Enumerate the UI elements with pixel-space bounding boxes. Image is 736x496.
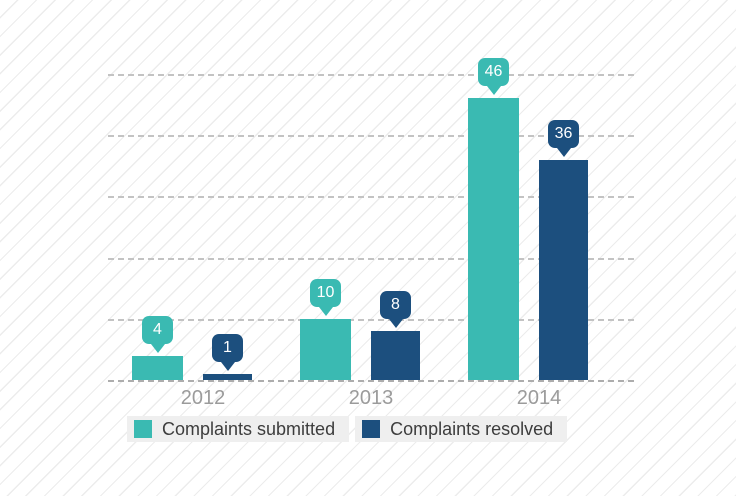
chart-legend: Complaints submitted Complaints resolved bbox=[127, 416, 568, 442]
bar-2012-resolved[interactable] bbox=[203, 374, 252, 380]
data-label-callout-2012-resolved: 1 bbox=[212, 334, 243, 371]
gridline bbox=[108, 319, 635, 321]
callout-pointer-icon bbox=[556, 148, 571, 157]
legend-item-complaints-resolved[interactable]: Complaints resolved bbox=[355, 416, 568, 442]
legend-swatch-submitted-icon bbox=[134, 420, 152, 438]
x-axis-label-2012: 2012 bbox=[180, 387, 226, 409]
data-label-callout-2012-submitted: 4 bbox=[142, 316, 173, 353]
callout-pointer-icon bbox=[486, 86, 501, 95]
callout-pointer-icon bbox=[388, 319, 403, 328]
data-label-callout-2013-submitted: 10 bbox=[310, 279, 341, 316]
bar-2013-submitted[interactable] bbox=[300, 319, 351, 380]
data-label-value: 10 bbox=[310, 279, 341, 307]
data-label-value: 46 bbox=[478, 58, 509, 86]
callout-pointer-icon bbox=[220, 362, 235, 371]
bar-2014-resolved[interactable] bbox=[539, 160, 588, 380]
data-label-callout-2014-resolved: 36 bbox=[548, 120, 579, 157]
x-axis-label-2014: 2014 bbox=[516, 387, 562, 409]
data-label-value: 36 bbox=[548, 120, 579, 148]
legend-label-resolved: Complaints resolved bbox=[390, 418, 554, 439]
x-axis-label-2013: 2013 bbox=[348, 387, 394, 409]
gridline bbox=[108, 135, 635, 137]
gridline bbox=[108, 196, 635, 198]
gridline bbox=[108, 74, 635, 76]
gridline bbox=[108, 258, 635, 260]
callout-pointer-icon bbox=[318, 307, 333, 316]
data-label-value: 1 bbox=[212, 334, 243, 362]
legend-item-complaints-submitted[interactable]: Complaints submitted bbox=[127, 416, 350, 442]
legend-swatch-resolved-icon bbox=[362, 420, 381, 438]
data-label-value: 4 bbox=[142, 316, 173, 344]
data-label-callout-2014-submitted: 46 bbox=[478, 58, 509, 95]
callout-pointer-icon bbox=[150, 344, 165, 353]
bar-2014-submitted[interactable] bbox=[468, 98, 519, 380]
data-label-callout-2013-resolved: 8 bbox=[380, 291, 411, 328]
x-axis-baseline bbox=[108, 380, 635, 382]
bar-2013-resolved[interactable] bbox=[371, 331, 420, 380]
data-label-value: 8 bbox=[380, 291, 411, 319]
legend-label-submitted: Complaints submitted bbox=[162, 418, 336, 439]
bar-2012-submitted[interactable] bbox=[132, 356, 183, 380]
